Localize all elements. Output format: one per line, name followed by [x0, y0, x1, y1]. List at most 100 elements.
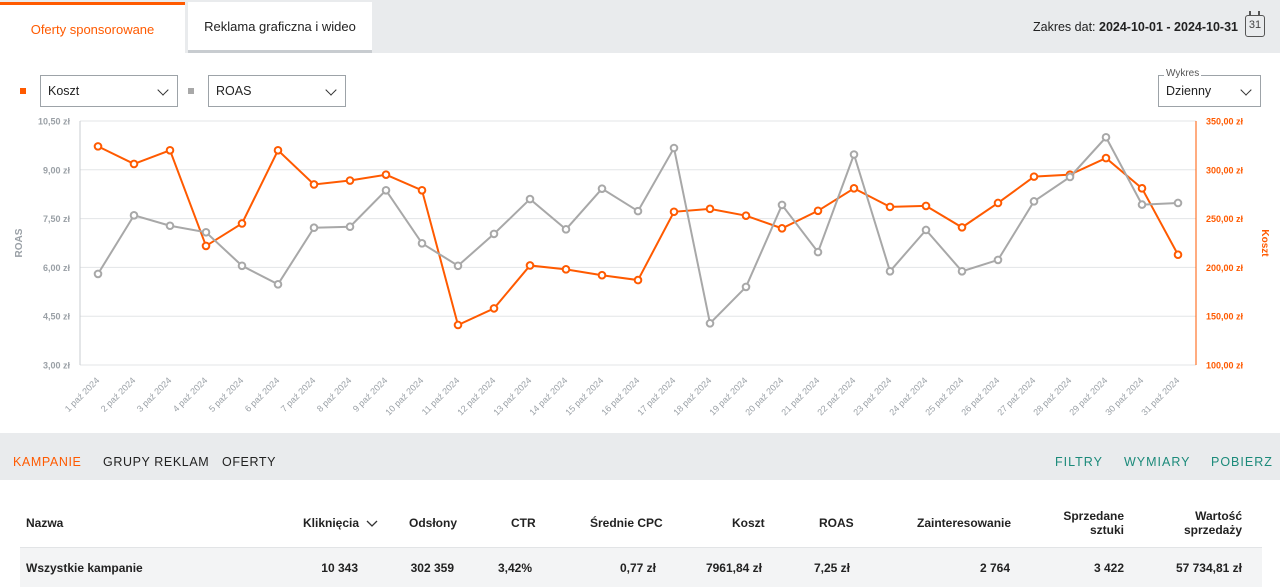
x-tick-label: 6 paź 2024	[243, 375, 282, 414]
chart-mode-label: Wykres	[1164, 68, 1202, 79]
x-tick-label: 31 paź 2024	[1139, 375, 1181, 417]
metric1-select[interactable]: Koszt	[40, 75, 178, 107]
tab-offers[interactable]: OFERTY	[222, 455, 277, 469]
x-tick-label: 10 paź 2024	[383, 375, 425, 417]
tab-ad-groups[interactable]: GRUPY REKLAM	[103, 455, 210, 469]
header-value-line2: sprzedaży	[1183, 523, 1242, 537]
koszt-data-point	[273, 145, 283, 155]
chart-mode-select[interactable]: Dzienny	[1158, 75, 1261, 107]
header-name[interactable]: Nazwa	[26, 516, 64, 530]
koszt-data-point	[525, 261, 535, 270]
koszt-data-point	[1029, 172, 1039, 181]
koszt-data-point	[705, 204, 715, 214]
header-roas[interactable]: ROAS	[819, 516, 854, 530]
header-ctr[interactable]: CTR	[511, 516, 536, 530]
roas-data-point	[93, 269, 103, 279]
header-cost[interactable]: Koszt	[732, 516, 765, 530]
header-clicks[interactable]: Kliknięcia	[303, 516, 378, 530]
y-right-tick-label: 200,00 zł	[1206, 263, 1244, 273]
roas-data-point	[1065, 172, 1075, 182]
roas-data-point	[129, 211, 139, 220]
sort-down-icon	[366, 520, 378, 527]
koszt-data-point	[813, 206, 823, 216]
koszt-data-point	[129, 159, 139, 169]
total-row	[20, 547, 1262, 587]
download-button[interactable]: POBIERZ	[1211, 455, 1273, 469]
total-name: Wszystkie kampanie	[26, 561, 143, 575]
roas-data-point	[561, 225, 571, 234]
koszt-data-point	[345, 176, 355, 185]
roas-data-point	[777, 200, 787, 210]
y-right-tick-label: 250,00 zł	[1206, 214, 1244, 224]
cost-legend-marker	[20, 88, 26, 94]
metric2-value: ROAS	[216, 84, 252, 98]
header-sold-units[interactable]: Sprzedane sztuki	[1040, 509, 1124, 537]
y-right-tick-label: 100,00 zł	[1206, 361, 1244, 371]
total-roas: 7,25 zł	[813, 561, 850, 575]
header-sold-line1: Sprzedane	[1063, 509, 1124, 523]
roas-data-point	[633, 206, 643, 216]
roas-data-point	[957, 267, 967, 276]
koszt-data-point	[237, 219, 247, 228]
calendar-icon[interactable]: 31	[1245, 11, 1265, 37]
date-range: Zakres dat: 2024-10-01 - 2024-10-31	[1033, 20, 1238, 34]
x-tick-label: 5 paź 2024	[207, 375, 246, 414]
roas-data-point	[705, 319, 715, 328]
y-right-tick-label: 300,00 zł	[1206, 165, 1244, 175]
y-left-tick-label: 9,00 zł	[43, 165, 71, 175]
total-interest: 2 764	[979, 561, 1010, 575]
total-cost: 7961,84 zł	[705, 561, 762, 575]
roas-data-point	[237, 261, 247, 271]
total-impressions: 302 359	[410, 561, 454, 575]
filters-button[interactable]: FILTRY	[1055, 455, 1103, 469]
header-interest[interactable]: Zainteresowanie	[917, 516, 1012, 530]
koszt-data-point	[849, 184, 859, 193]
y-left-tick-label: 6,00 zł	[43, 263, 71, 273]
koszt-data-point	[993, 198, 1003, 208]
roas-data-point	[1101, 132, 1111, 142]
tab-display-video[interactable]: Reklama graficzna i wideo	[188, 2, 372, 53]
y-left-tick-label: 3,00 zł	[43, 361, 71, 371]
y-right-tick-label: 350,00 zł	[1206, 117, 1244, 127]
x-tick-label: 9 paź 2024	[351, 375, 390, 414]
roas-data-point	[849, 150, 859, 159]
campaigns-table: Nazwa Kliknięcia Odsłony CTR Średnie CPC…	[0, 480, 1280, 587]
tab-campaigns[interactable]: KAMPANIE	[13, 455, 82, 469]
koszt-series-line	[97, 145, 1179, 327]
roas-series-line	[97, 135, 1179, 326]
metric2-select[interactable]: ROAS	[208, 75, 346, 107]
roas-data-point	[1173, 198, 1183, 208]
koszt-data-point	[381, 170, 391, 179]
koszt-data-point	[1137, 184, 1147, 193]
metric1-value: Koszt	[48, 84, 80, 98]
header-cpc[interactable]: Średnie CPC	[590, 516, 663, 530]
date-range-label: Zakres dat:	[1032, 20, 1096, 34]
roas-data-point	[345, 222, 355, 232]
roas-data-point	[201, 227, 211, 237]
koszt-data-point	[1101, 153, 1111, 163]
tab-sponsored-offers[interactable]: Oferty sponsorowane	[0, 2, 185, 53]
x-tick-label: 4 paź 2024	[171, 375, 210, 414]
lower-section: KAMPANIE GRUPY REKLAM OFERTY FILTRY WYMI…	[0, 433, 1280, 587]
header-impressions[interactable]: Odsłony	[409, 516, 458, 530]
top-bar: Oferty sponsorowane Reklama graficzna i …	[0, 0, 1280, 53]
roas-data-point	[273, 280, 283, 289]
header-sales-value[interactable]: Wartość sprzedaży	[1160, 509, 1242, 537]
koszt-data-point	[93, 142, 103, 151]
dimensions-button[interactable]: WYMIARY	[1124, 455, 1191, 469]
x-tick-label: 2 paź 2024	[99, 375, 138, 414]
roas-data-point	[669, 143, 679, 153]
koszt-data-point	[309, 180, 319, 189]
roas-data-point	[525, 194, 535, 204]
koszt-data-point	[201, 241, 211, 251]
line-chart: 10,50 zł 350,00 zł 9,00 zł 300,00 zł 7,50 zł…	[14, 117, 1270, 418]
koszt-data-point	[165, 145, 175, 155]
roas-data-point	[309, 223, 319, 233]
x-tick-label: 7 paź 2024	[279, 375, 318, 414]
koszt-data-point	[417, 185, 427, 195]
header-clicks-label: Kliknięcia	[303, 516, 360, 530]
y-left-tick-label: 4,50 zł	[43, 312, 71, 322]
koszt-data-point	[633, 275, 643, 285]
koszt-data-point	[777, 224, 787, 233]
chart-mode-value: Dzienny	[1166, 84, 1212, 98]
